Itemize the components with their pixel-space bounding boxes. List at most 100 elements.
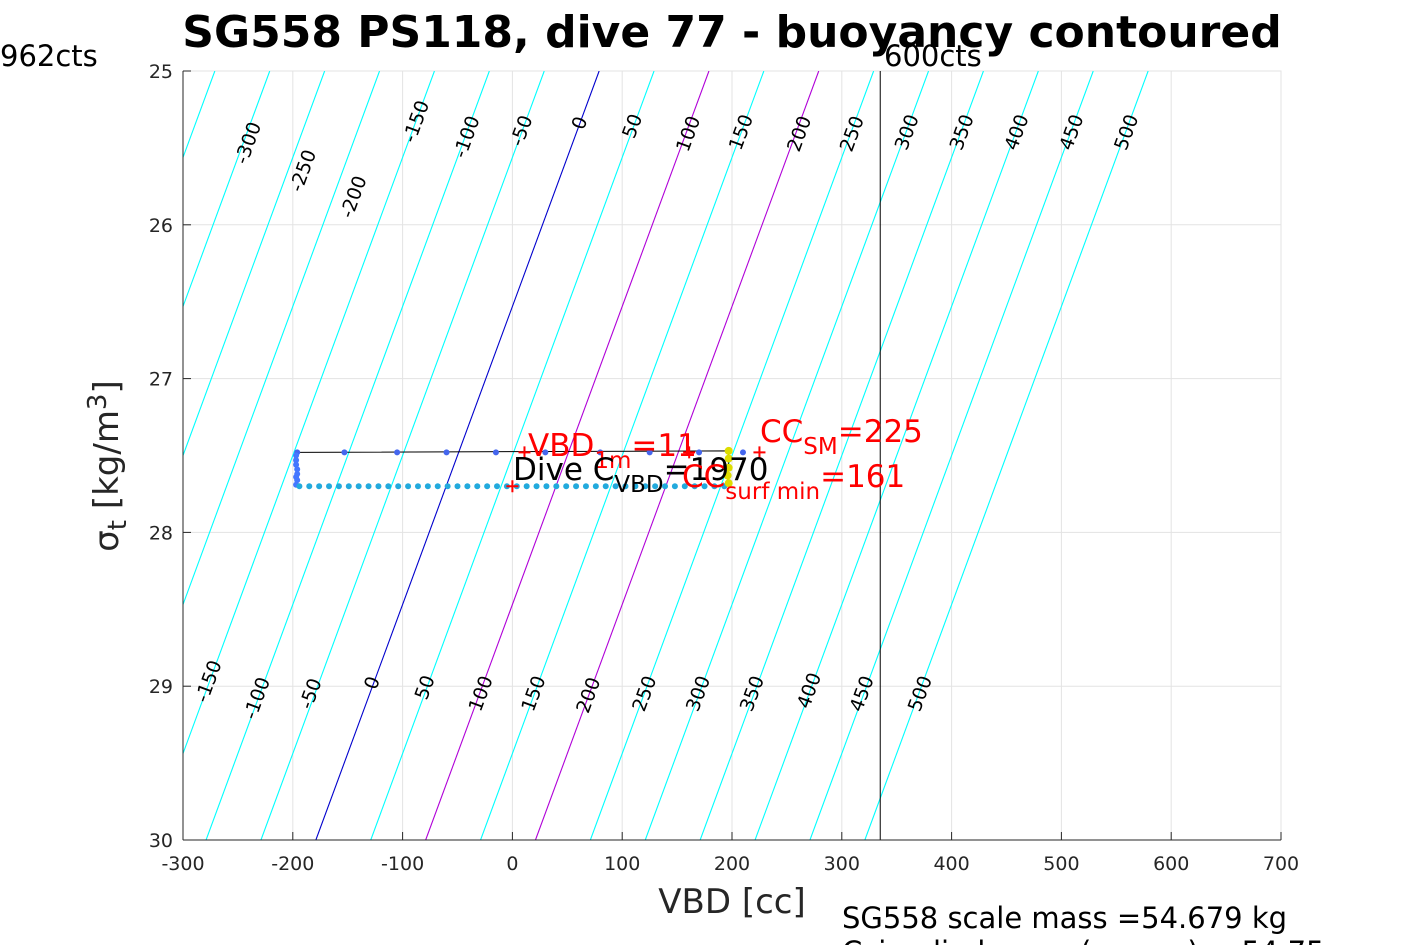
climb-points-point	[681, 483, 688, 490]
contour-line	[0, 71, 50, 840]
dive-points-point	[597, 449, 604, 456]
x-tick-label: -100	[381, 853, 424, 875]
climb-points-point	[582, 483, 589, 490]
climb-points-point	[484, 483, 491, 490]
climb-points-point	[632, 483, 639, 490]
red-markers	[506, 446, 766, 493]
turn-points-point	[294, 477, 301, 484]
climb-points-point	[474, 483, 481, 490]
climb-points-point	[405, 483, 412, 490]
y-tick-labels: 25 26 27 28 29 30	[149, 61, 191, 852]
climb-points-point	[642, 483, 649, 490]
turn-points-point	[294, 466, 301, 473]
climb-points-point	[523, 483, 530, 490]
y-tick-label: 30	[149, 830, 173, 852]
turn-points-point	[293, 457, 300, 464]
x-tick-label: 400	[933, 853, 969, 875]
x-tick-label: 0	[506, 853, 518, 875]
y-tick-label: 25	[149, 61, 173, 83]
annotation-vbd-1m: VBD1m=11	[528, 428, 697, 474]
turn-points-point	[293, 452, 300, 459]
svg-text:σt [kg/m3]: σt [kg/m3]	[83, 380, 132, 552]
climb-points-point	[306, 483, 313, 490]
climb-points-point	[316, 483, 323, 490]
dive-points-point	[492, 449, 499, 456]
contour-line	[864, 71, 1149, 840]
climb-points-point	[335, 483, 342, 490]
top-right-count-label: 600cts	[884, 39, 982, 73]
climb-points-point	[612, 483, 619, 490]
climb-points-point	[563, 483, 570, 490]
climb-points-point	[345, 483, 352, 490]
contour-line	[183, 71, 271, 309]
climb-points-point	[671, 483, 678, 490]
contour-line	[205, 71, 490, 840]
climb-points-point	[494, 483, 501, 490]
surface-points-point	[724, 479, 733, 488]
climb-points-point	[711, 483, 718, 490]
climb-points-point	[464, 483, 471, 490]
climb-points-point	[444, 483, 451, 490]
red-plus-marker	[683, 446, 696, 459]
contour-line	[480, 71, 765, 840]
contour-line	[0, 71, 160, 840]
climb-points-point	[424, 483, 431, 490]
y-tick-label: 26	[149, 215, 173, 237]
dive-points-point	[542, 449, 549, 456]
climb-points-point	[296, 483, 303, 490]
y-axis-label: σt [kg/m3]	[83, 380, 132, 552]
x-tick-label: 600	[1153, 853, 1189, 875]
climb-points-point	[573, 483, 580, 490]
climb-points-point	[434, 483, 441, 490]
x-tick-label: 100	[604, 853, 640, 875]
contour-line	[315, 71, 600, 840]
annotation-cc-sm: CCSM=225	[760, 414, 923, 460]
contour-line	[183, 71, 326, 458]
chart-title: SG558 PS118, dive 77 - buoyancy contoure…	[182, 7, 1281, 58]
annotation-dive-c-vbd: Dive CVBD=1970	[513, 452, 769, 498]
contour-line	[644, 71, 930, 840]
data-series	[293, 446, 746, 490]
contour-lines	[0, 71, 1149, 840]
climb-points-point	[414, 483, 421, 490]
footer-implied-mass: Cimplied mass (sensor) = 54.75	[842, 935, 1325, 945]
y-tick-label: 27	[149, 369, 173, 391]
dive-points-point	[394, 449, 401, 456]
climb-points-point	[701, 483, 708, 490]
contour-line	[754, 71, 1039, 840]
climb-points-point	[385, 483, 392, 490]
contour-line	[534, 71, 820, 840]
climb-points-point	[622, 483, 629, 490]
climb-points-point	[355, 483, 362, 490]
climb-points-point	[543, 483, 550, 490]
x-tick-label: 300	[824, 853, 860, 875]
surface-points-point	[724, 454, 733, 463]
climb-points-point	[662, 483, 669, 490]
contour-line	[183, 71, 381, 607]
dive-points-point	[696, 449, 703, 456]
dive-points-point	[341, 449, 348, 456]
red-plus-marker	[518, 446, 531, 459]
x-axis-label: VBD [cc]	[658, 882, 806, 922]
x-tick-label: 200	[714, 853, 750, 875]
contour-line	[183, 71, 435, 756]
contour-line	[260, 71, 545, 840]
contour-line	[699, 71, 984, 840]
climb-points-point	[365, 483, 372, 490]
x-tick-labels: -300 -200 -100 0 100 200 300 400 500 600 700	[161, 832, 1299, 875]
dive-points-point	[646, 449, 653, 456]
climb-points-point	[375, 483, 382, 490]
annotation-cc-surf-min: CCsurf min=161	[682, 459, 905, 505]
climb-points-point	[691, 483, 698, 490]
contour-line	[589, 71, 875, 840]
x-tick-label: -200	[271, 853, 314, 875]
dive-points-point	[739, 449, 746, 456]
contour-line	[809, 71, 1094, 840]
top-left-count-label: 962cts	[0, 39, 98, 73]
footer-scale-mass: SG558 scale mass =54.679 kg	[842, 901, 1287, 935]
climb-points-point	[592, 483, 599, 490]
turn-points-point	[293, 461, 300, 468]
climb-points-point	[602, 483, 609, 490]
climb-points-point	[652, 483, 659, 490]
